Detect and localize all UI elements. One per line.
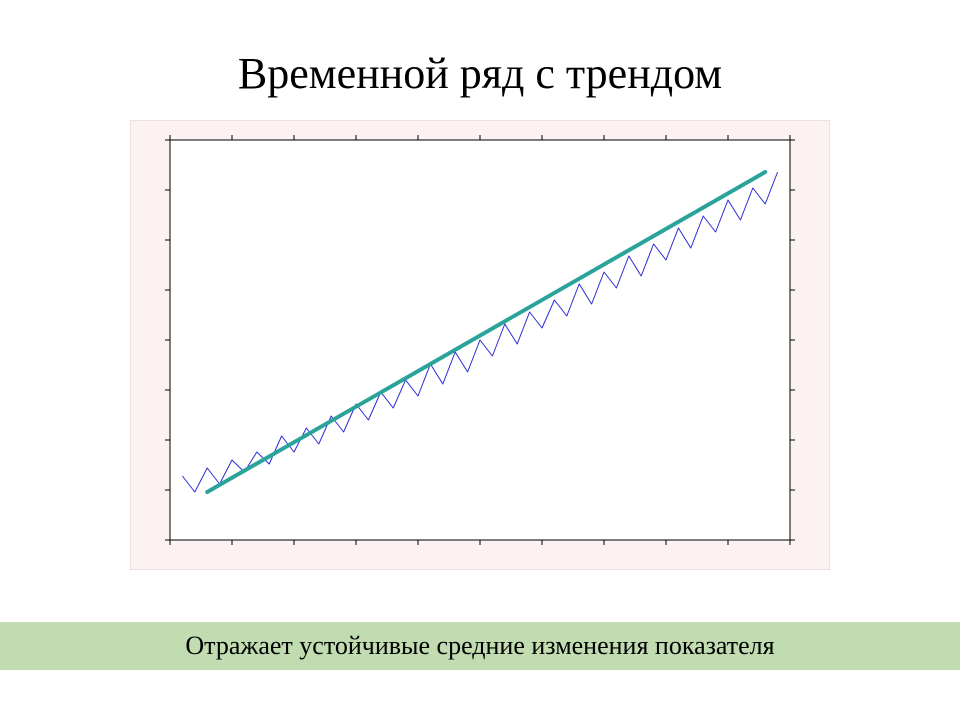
caption-text: Отражает устойчивые средние изменения по… <box>185 631 774 661</box>
caption-bar: Отражает устойчивые средние изменения по… <box>0 622 960 670</box>
slide-title: Временной ряд с трендом <box>0 48 960 99</box>
trend-chart <box>130 120 830 570</box>
